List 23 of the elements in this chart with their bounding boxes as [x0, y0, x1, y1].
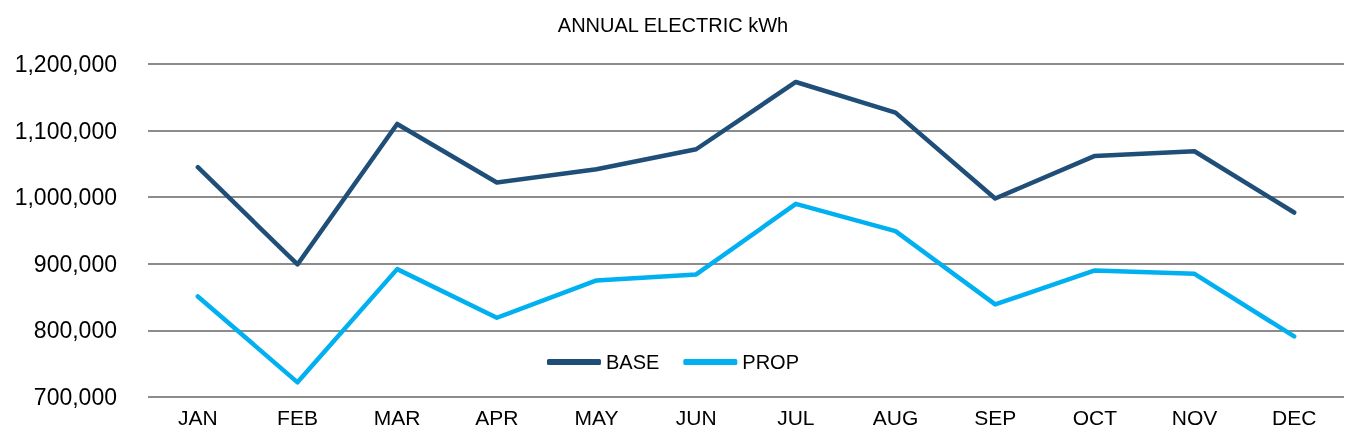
y-tick-label: 1,000,000 — [14, 184, 117, 211]
x-tick-label: FEB — [277, 406, 318, 429]
legend-label: BASE — [605, 351, 660, 373]
line-series — [195, 201, 1297, 385]
x-tick-label: APR — [475, 406, 519, 429]
x-tick-label: SEP — [974, 406, 1017, 429]
y-tick-label: 1,100,000 — [14, 117, 117, 144]
x-tick-label: OCT — [1072, 406, 1118, 429]
legend-label: PROP — [742, 351, 800, 373]
x-tick-label: AUG — [872, 406, 919, 429]
y-tick-label: 900,000 — [33, 250, 117, 277]
x-tick-label: MAR — [373, 406, 421, 429]
chart-title: ANNUAL ELECTRIC kWh — [557, 14, 789, 36]
y-tick-label: 1,200,000 — [14, 51, 117, 77]
x-tick-label: DEC — [1271, 406, 1317, 429]
y-tick-label: 700,000 — [33, 384, 117, 410]
y-tick-label: 800,000 — [33, 317, 117, 344]
x-tick-label: JAN — [177, 406, 218, 429]
x-tick-label: NOV — [1171, 406, 1218, 429]
x-tick-label: JUN — [675, 406, 717, 429]
x-tick-label: MAY — [574, 406, 619, 429]
x-tick-label: JUL — [777, 406, 815, 429]
line-series — [195, 79, 1297, 267]
